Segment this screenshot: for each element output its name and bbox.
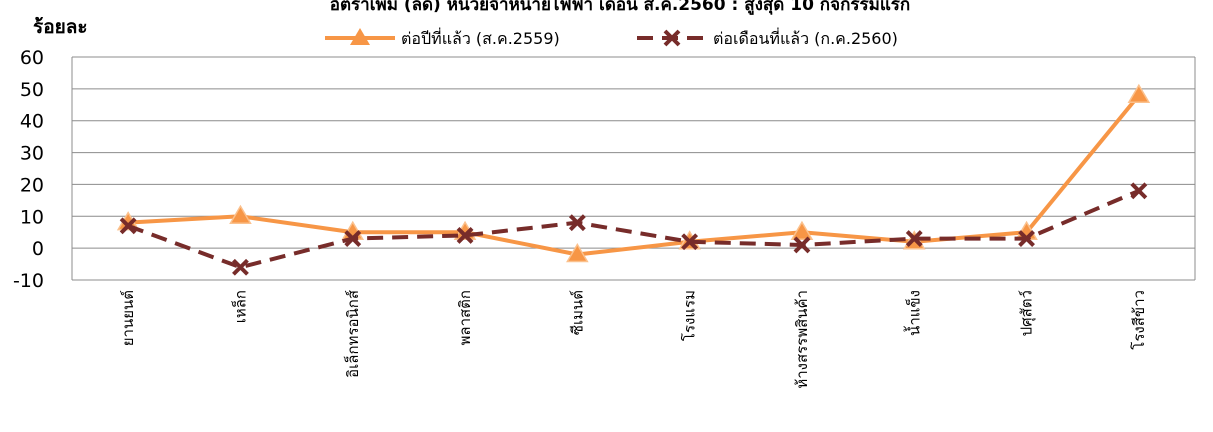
x-tick-label: ห้างสรรพสินค้า — [793, 290, 811, 389]
x-tick-label: พลาสติก — [456, 290, 474, 345]
chart-title: อัตราเพิ่ม (ลด) หน่วยจำหน่ายไฟฟ้า เดือน … — [330, 0, 910, 16]
x-tick-label: น้ำแข็ง — [903, 290, 923, 336]
legend-label: ต่อปีที่แล้ว (ส.ค.2559) — [401, 27, 560, 48]
y-axis-ticks: -10 0 10 20 30 40 50 60 — [13, 47, 44, 292]
x-tick-label: เหล็ก — [230, 290, 249, 323]
data-point — [232, 258, 249, 276]
data-point — [790, 220, 814, 240]
data-point — [229, 204, 252, 225]
data-point — [1127, 83, 1151, 103]
gridlines — [71, 56, 1196, 281]
data-point — [1130, 182, 1148, 200]
x-tick-label: อิเล็กทรอนิกส์ — [343, 290, 362, 378]
legend-item: ต่อปีที่แล้ว (ส.ค.2559) — [325, 27, 560, 48]
legend-item: ต่อเดือนที่แล้ว (ก.ค.2560) — [637, 27, 898, 48]
legend-label: ต่อเดือนที่แล้ว (ก.ค.2560) — [713, 27, 898, 48]
y-tick-label: 10 — [20, 206, 44, 228]
data-point — [568, 214, 586, 232]
data-point — [1018, 230, 1035, 248]
y-tick-label: 0 — [32, 238, 44, 260]
y-tick-label: -10 — [13, 270, 44, 292]
y-tick-label: 40 — [20, 111, 44, 133]
series-line — [127, 188, 1140, 270]
series-layer — [116, 83, 1151, 276]
data-point — [793, 236, 811, 254]
x-axis-categories: ยานยนต์ เหล็ก อิเล็กทรอนิกส์ พลาสติก ซีเมนต์… — [119, 290, 1148, 389]
legend-marker — [350, 28, 370, 45]
data-point — [456, 226, 474, 244]
legend: ต่อปีที่แล้ว (ส.ค.2559) ต่อเดือนที่แล้ว (… — [325, 27, 898, 48]
x-tick-label: โรงแรม — [681, 290, 699, 341]
data-point — [681, 233, 699, 251]
data-point — [905, 230, 923, 248]
x-tick-label: ยานยนต์ — [119, 290, 137, 346]
data-point — [566, 243, 589, 263]
series-line — [128, 93, 1141, 257]
y-tick-label: 20 — [20, 174, 44, 196]
y-tick-label: 60 — [20, 47, 44, 69]
x-tick-label: ปศุสัตว์ — [1018, 290, 1037, 336]
x-tick-label: ซีเมนต์ — [568, 290, 586, 335]
y-axis-label: ร้อยละ — [33, 16, 88, 38]
y-tick-label: 30 — [20, 143, 44, 165]
legend-marker — [663, 29, 681, 47]
series-1 — [116, 83, 1151, 263]
data-point — [344, 230, 362, 248]
series-2 — [119, 182, 1148, 276]
y-tick-label: 50 — [20, 79, 44, 101]
data-point — [119, 217, 137, 235]
x-tick-label: โรงสีข้าว — [1130, 290, 1148, 350]
